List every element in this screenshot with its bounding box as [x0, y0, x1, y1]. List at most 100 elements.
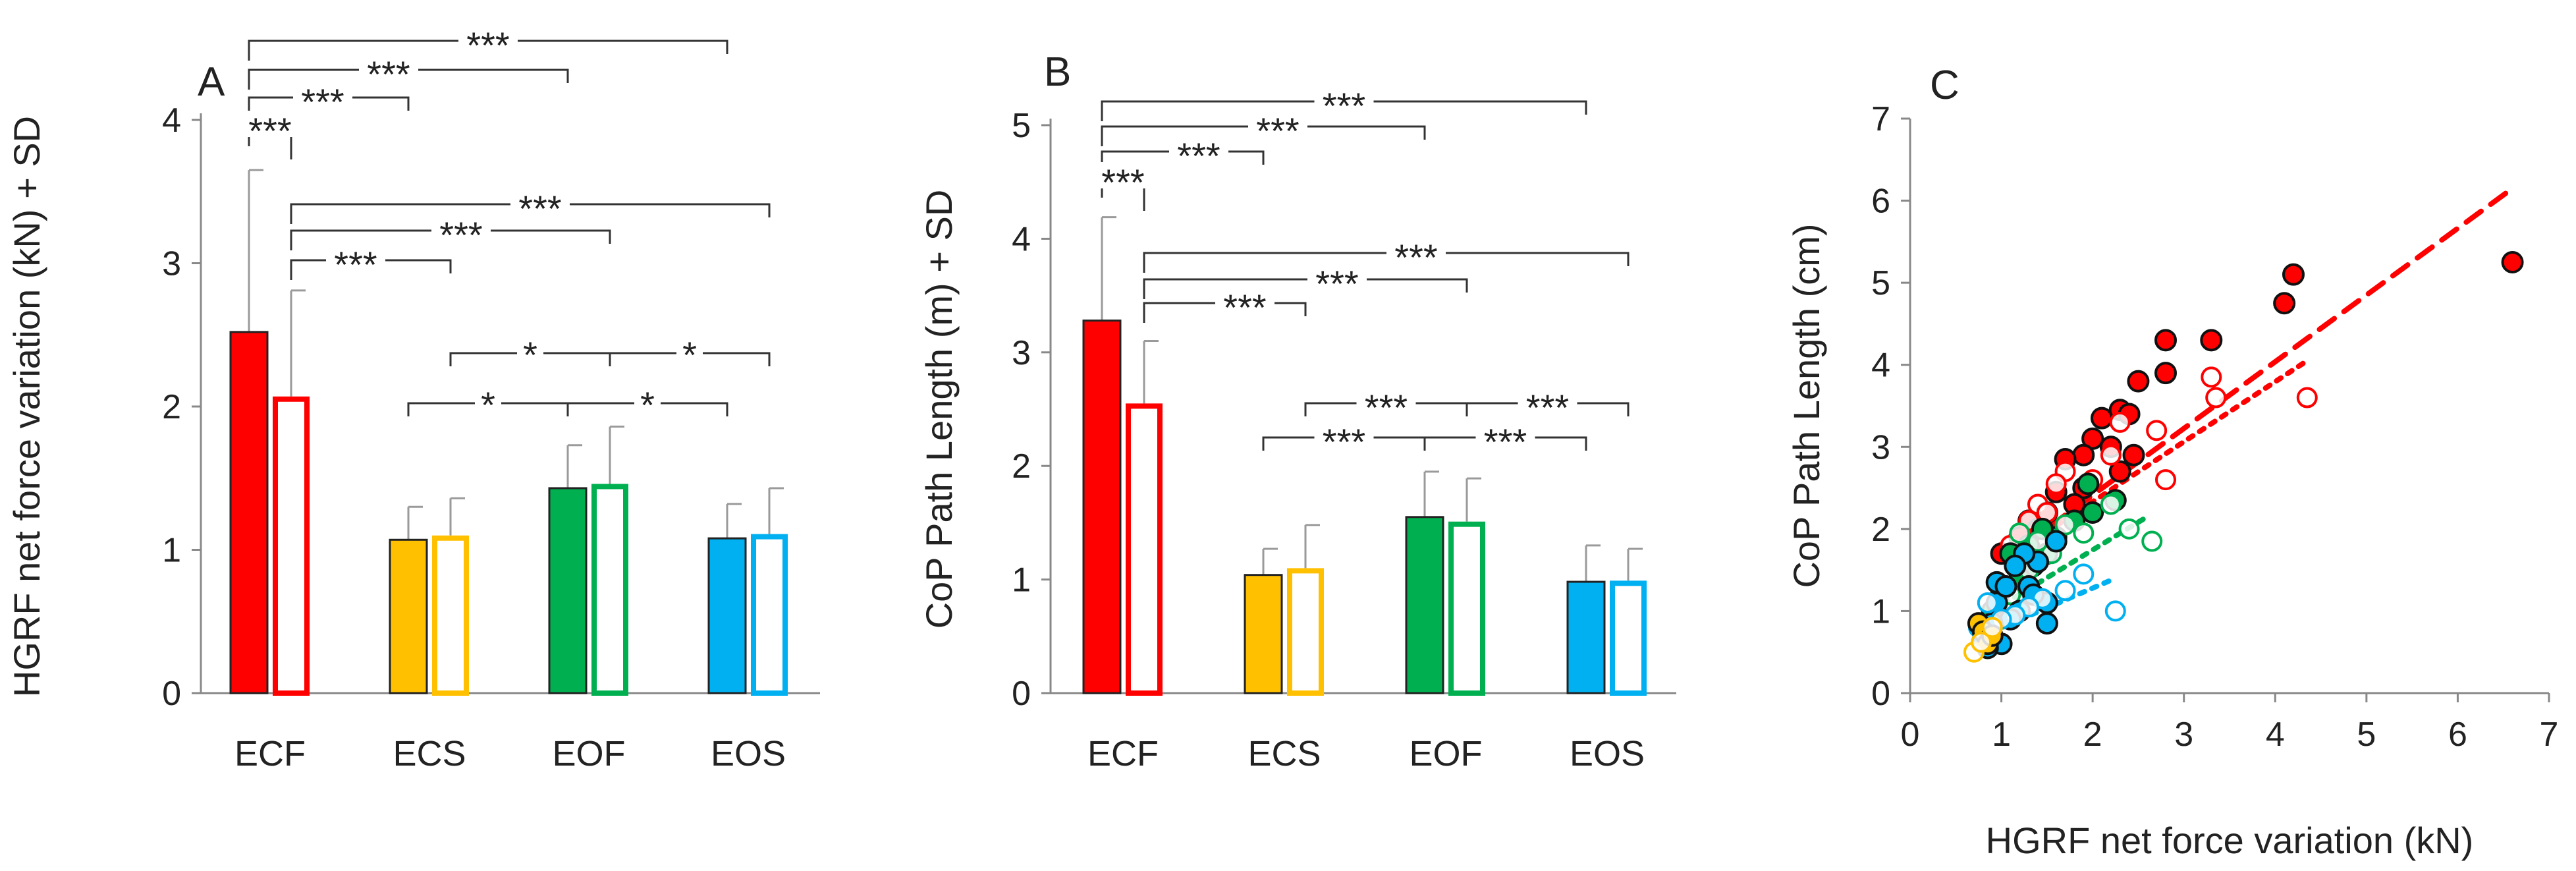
y-tick-label: 4 — [1871, 347, 1890, 385]
significance-label: *** — [1315, 263, 1358, 304]
significance-label: *** — [1394, 237, 1437, 278]
data-point — [2501, 251, 2524, 273]
bar-filled-ecf — [229, 331, 269, 694]
significance-label-bg — [1518, 387, 1577, 414]
significance-label-bg — [1093, 162, 1153, 188]
significance-label: *** — [367, 53, 410, 95]
y-tick-label: 2 — [162, 388, 181, 426]
bar-open-eos — [1610, 580, 1647, 696]
significance-label-bg — [475, 387, 501, 414]
panel-letter: B — [1044, 49, 1071, 95]
data-point — [2155, 469, 2176, 491]
y-tick-label: 2 — [1012, 447, 1031, 486]
significance-label-bg — [1314, 86, 1374, 112]
y-tick-label: 3 — [162, 245, 181, 283]
data-point — [1994, 575, 2017, 598]
significance-label-bg — [240, 111, 300, 137]
data-point — [2146, 420, 2168, 441]
bar-filled-ecf — [1082, 320, 1122, 694]
significance-label: *** — [248, 110, 291, 152]
significance-label-bg — [1169, 136, 1228, 162]
significance-label-bg — [458, 25, 518, 51]
data-point — [2081, 501, 2104, 524]
data-point — [1977, 592, 1998, 613]
category-label: ECS — [1247, 734, 1321, 773]
significance-label-bg — [1386, 237, 1446, 264]
data-point — [2205, 387, 2227, 408]
category-label: EOF — [552, 734, 625, 773]
panel-c: 0 1 2 3 4 5 6 7 0 1 2 3 4 5 6 7 HGRF net force variation… — [1786, 63, 2558, 861]
data-point — [2108, 460, 2131, 483]
bar-open-eof — [1448, 521, 1485, 696]
significance-label: * — [523, 334, 537, 376]
significance-label: * — [640, 384, 655, 426]
data-point — [2109, 411, 2131, 433]
data-point — [2073, 522, 2095, 544]
data-point — [2296, 387, 2318, 408]
significance-label: * — [682, 334, 697, 376]
data-point — [2081, 427, 2104, 450]
category-label: EOS — [711, 734, 786, 773]
y-tick-label: 6 — [1871, 183, 1890, 221]
significance-label-bg — [1215, 287, 1274, 314]
y-tick-label: 1 — [162, 532, 181, 570]
data-point — [2100, 493, 2122, 515]
data-point — [2054, 580, 2076, 602]
significance-label: *** — [1101, 161, 1144, 203]
panel-b: 0 1 2 3 4 5 CoP Path Length (m) + SD ECF ECS EOF E… — [918, 49, 1676, 773]
x-tick-label: 0 — [1901, 716, 1920, 754]
bar-open-ecf — [1126, 403, 1163, 696]
significance-label-bg — [676, 337, 703, 364]
y-tick-label: 3 — [1871, 428, 1890, 466]
significance-bracket — [1143, 252, 1630, 273]
bar-filled-eos — [707, 537, 747, 694]
category-label: EOS — [1570, 734, 1645, 773]
data-point — [2122, 443, 2145, 466]
y-tick-label: 0 — [1871, 675, 1890, 713]
data-point — [2118, 518, 2140, 540]
data-point — [2104, 600, 2126, 622]
bar-filled-eof — [1405, 516, 1444, 694]
significance-label-bg — [1307, 264, 1367, 290]
y-tick-label: 0 — [1012, 675, 1031, 713]
category-label: ECF — [234, 734, 306, 773]
significance-label-bg — [1248, 111, 1307, 137]
significance-label: *** — [1526, 387, 1569, 428]
bar-filled-eof — [548, 487, 588, 694]
significance-label: *** — [1256, 110, 1299, 152]
significance-label-bg — [517, 337, 543, 364]
significance-label: *** — [1223, 287, 1266, 328]
x-tick-label: 7 — [2540, 716, 2559, 754]
category-label: ECS — [393, 734, 466, 773]
bar-open-ecs — [432, 535, 469, 696]
category-label: ECF — [1087, 734, 1159, 773]
data-point — [1971, 631, 1992, 653]
data-point — [2141, 530, 2163, 552]
trend-line — [1998, 185, 2515, 565]
bar-open-eof — [591, 484, 628, 696]
significance-label: *** — [1323, 85, 1365, 126]
data-point — [1981, 617, 2003, 638]
x-tick-label: 3 — [2174, 716, 2193, 754]
bar-open-eos — [751, 534, 788, 696]
y-tick-label: 4 — [162, 101, 181, 140]
data-point — [2044, 530, 2068, 553]
trend-line — [1998, 358, 2310, 565]
significance-label: *** — [1177, 135, 1220, 177]
y-tick-label: 2 — [1871, 511, 1890, 549]
significance-label: *** — [439, 214, 482, 256]
significance-label-bg — [634, 387, 661, 414]
bar-filled-eos — [1566, 580, 1606, 694]
x-tick-label: 5 — [2357, 716, 2376, 754]
significance-bracket — [1143, 278, 1468, 299]
data-point — [2072, 443, 2095, 466]
category-label: EOF — [1409, 734, 1482, 773]
bar-filled-ecs — [389, 538, 428, 694]
bar-filled-ecs — [1244, 574, 1283, 694]
data-point — [2035, 612, 2058, 635]
x-tick-label: 1 — [1992, 716, 2011, 754]
significance-label-bg — [431, 215, 491, 241]
y-tick-label: 5 — [1012, 107, 1031, 145]
significance-label-bg — [510, 188, 570, 215]
significance-label-bg — [1475, 422, 1535, 448]
